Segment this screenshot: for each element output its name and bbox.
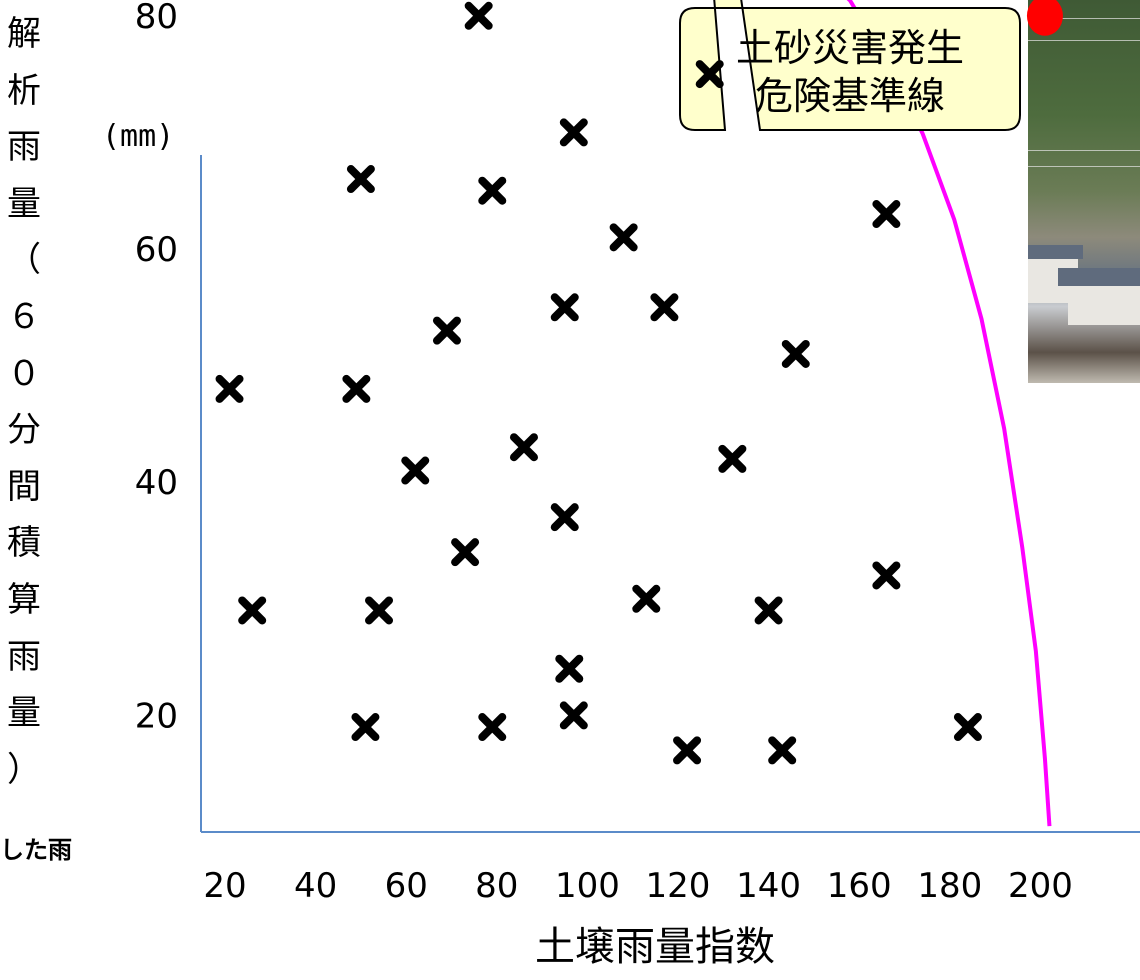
cross-marker	[718, 444, 747, 473]
cross-marker	[451, 538, 480, 567]
cross-marker	[509, 433, 538, 462]
y-axis-label-glyph: 析	[7, 70, 41, 111]
y-tick-label: 40	[135, 463, 178, 503]
x-tick-label: 200	[1008, 866, 1073, 906]
cross-marker	[754, 596, 783, 625]
cross-marker	[781, 339, 810, 368]
cross-marker	[559, 118, 588, 147]
cross-marker	[872, 200, 901, 229]
y-tick-label: 60	[135, 230, 178, 270]
x-axis-label: 土壌雨量指数	[535, 924, 775, 970]
y-axis-label-glyph: 雨	[7, 127, 41, 168]
callout-text: 土砂災害発生	[736, 26, 964, 70]
cross-marker	[464, 1, 493, 30]
x-tick-label: 80	[475, 866, 518, 906]
y-unit-label: (mm)	[102, 119, 174, 154]
x-tick-label: 160	[827, 866, 892, 906]
cross-marker	[215, 374, 244, 403]
partial-caption: した雨	[0, 836, 72, 864]
disaster-point	[1026, 0, 1063, 36]
cross-marker	[559, 701, 588, 730]
y-axis-label-glyph: 雨	[7, 636, 41, 677]
cross-marker	[650, 293, 679, 322]
y-tick-label: 80	[135, 0, 178, 37]
y-tick-label: 20	[135, 696, 178, 736]
y-axis-label: 解析雨量（６ ０ 分間積算雨量）	[4, 6, 44, 798]
cross-marker	[478, 176, 507, 205]
cross-marker	[432, 316, 461, 345]
cross-marker	[695, 60, 724, 89]
y-axis-label-glyph: ０	[7, 353, 41, 394]
cross-marker	[365, 596, 394, 625]
cross-marker	[351, 713, 380, 742]
x-tick-label: 100	[555, 866, 620, 906]
cross-marker	[609, 223, 638, 252]
y-axis-label-glyph: 量	[7, 693, 41, 734]
cross-marker	[550, 503, 579, 532]
y-axis-label-glyph: ６	[7, 296, 41, 337]
x-tick-label: 180	[917, 866, 982, 906]
y-axis-label-glyph: 間	[7, 466, 41, 507]
cross-marker	[478, 713, 507, 742]
cross-marker	[401, 456, 430, 485]
cross-marker	[238, 596, 267, 625]
cross-marker	[346, 165, 375, 194]
cross-marker	[342, 374, 371, 403]
x-tick-label: 140	[736, 866, 801, 906]
y-axis-label-glyph: 分	[7, 410, 41, 451]
cross-marker	[550, 293, 579, 322]
cross-marker	[872, 561, 901, 590]
y-axis-label-glyph: ）	[7, 749, 41, 790]
y-axis-label-glyph: （	[7, 240, 41, 281]
cross-marker	[555, 654, 584, 683]
cross-marker	[768, 736, 797, 765]
callout-bubble	[679, 0, 1021, 131]
y-axis-label-glyph: 算	[7, 579, 41, 620]
x-tick-label: 60	[385, 866, 428, 906]
y-axis-label-glyph: 量	[7, 183, 41, 224]
cross-marker	[632, 584, 661, 613]
cross-marker	[953, 713, 982, 742]
y-axis-label-glyph: 解	[7, 14, 41, 54]
callout-text: 危険基準線	[755, 74, 945, 118]
danger-threshold-line	[846, 0, 1052, 827]
x-tick-label: 40	[294, 866, 337, 906]
x-tick-label: 120	[646, 866, 711, 906]
x-tick-label: 20	[203, 866, 246, 906]
landslide-photo	[1028, 0, 1140, 383]
y-axis-label-glyph: 積	[7, 523, 41, 564]
cross-marker	[673, 736, 702, 765]
